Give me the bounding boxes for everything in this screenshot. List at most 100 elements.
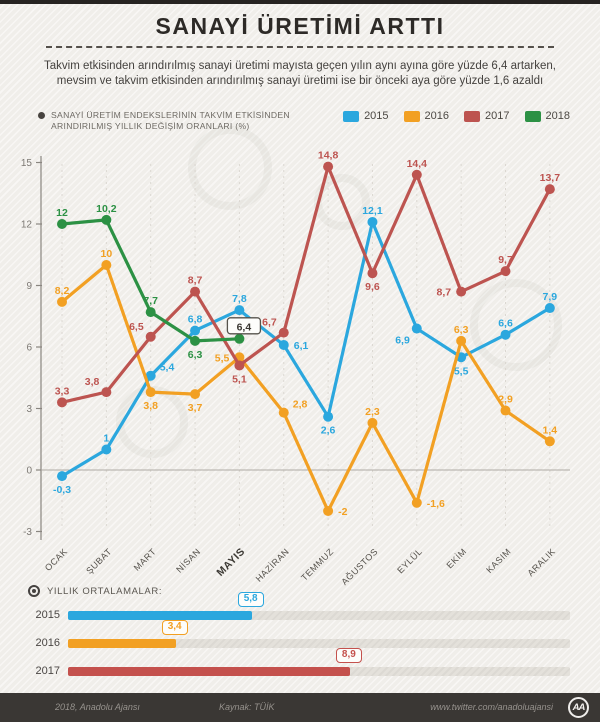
top-accent-bar <box>0 0 600 4</box>
data-point-2017-EYLÜL <box>411 169 422 180</box>
legend-item-2018: 2018 <box>524 110 570 122</box>
footer: 2018, Anadolu Ajansı Kaynak: TÜİK www.tw… <box>0 693 600 722</box>
target-bullet-icon <box>28 585 40 597</box>
data-point-2018-ŞUBAT <box>101 214 112 225</box>
data-point-2018-NİSAN <box>190 335 201 346</box>
month-label-TEMMUZ: TEMMUZ <box>299 546 335 582</box>
value-label-2015-KASIM: 6,6 <box>498 318 513 330</box>
data-point-2016-HAZİRAN <box>278 407 289 418</box>
bullet-icon <box>38 112 45 119</box>
data-point-2018-OCAK <box>57 219 67 229</box>
data-point-2017-NİSAN <box>190 286 201 297</box>
data-point-2015-MART <box>145 370 156 381</box>
data-point-2017-MART <box>145 331 156 342</box>
value-label-2015-OCAK: -0,3 <box>53 484 71 496</box>
data-point-2016-NİSAN <box>190 389 201 400</box>
month-label-EKİM: EKİM <box>445 546 469 570</box>
month-label-ŞUBAT: ŞUBAT <box>84 546 114 576</box>
value-label-2017-AĞUSTOS: 9,6 <box>365 281 380 293</box>
value-label-2017-MAYIS: 5,1 <box>232 373 247 385</box>
value-label-2015-ŞUBAT: 1 <box>103 433 109 445</box>
footer-credit: 2018, Anadolu Ajansı <box>55 702 140 712</box>
legend-item-2016: 2016 <box>403 110 449 122</box>
average-row-2017: 2017 8,9 <box>0 648 600 681</box>
month-label-AĞUSTOS: AĞUSTOS <box>339 546 380 587</box>
data-point-2015-NİSAN <box>190 325 201 336</box>
y-tick-label: 9 <box>26 281 32 292</box>
value-label-2016-KASIM: 2,9 <box>498 394 513 406</box>
average-bar-track <box>68 667 570 676</box>
data-point-2017-TEMMUZ <box>323 161 334 172</box>
line-chart: 15 12 9 6 3 0 -3 OCAK ŞUBAT MART NİSAN MAYIS HAZİRAN… <box>21 126 570 587</box>
value-label-2015-MART: 5,4 <box>160 362 175 374</box>
value-label-2018-OCAK: 12 <box>56 207 68 219</box>
highlight-value-box <box>226 317 262 335</box>
legend-swatch-icon <box>403 110 420 122</box>
data-point-2016-KASIM <box>500 405 511 416</box>
value-label-2016-MAYIS: 5,5 <box>215 352 230 364</box>
month-label-ARALIK: ARALIK <box>525 546 557 578</box>
data-point-2018-MART <box>145 307 156 318</box>
data-point-2017-MAYIS <box>234 360 245 371</box>
value-label-2017-KASIM: 9,7 <box>498 254 513 266</box>
data-point-2016-EYLÜL <box>411 497 422 508</box>
data-point-2016-TEMMUZ <box>323 506 334 516</box>
value-label-2016-HAZİRAN: 2,8 <box>293 399 308 411</box>
footer-source: Kaynak: TÜİK <box>219 702 275 712</box>
data-point-2016-OCAK <box>57 296 67 307</box>
data-point-2017-OCAK <box>57 397 67 408</box>
data-point-2015-EYLÜL <box>411 323 422 334</box>
data-point-2018-MAYIS <box>234 333 245 344</box>
data-point-2016-MART <box>145 387 156 398</box>
value-label-2018-NİSAN: 6,3 <box>188 349 203 361</box>
average-bar <box>68 667 350 676</box>
value-label-2015-HAZİRAN: 6,1 <box>294 340 309 352</box>
series-line-2017 <box>60 165 552 404</box>
data-point-2015-ŞUBAT <box>101 444 112 455</box>
data-point-2015-KASIM <box>500 329 511 340</box>
month-label-KASIM: KASIM <box>484 546 513 575</box>
data-point-2015-HAZİRAN <box>278 339 289 350</box>
watermark-ring <box>470 279 562 371</box>
value-label-2016-ŞUBAT: 10 <box>101 248 113 260</box>
value-label-2017-HAZİRAN: 6,7 <box>262 317 277 329</box>
dashed-divider <box>46 46 554 48</box>
y-tick-label: 15 <box>21 158 33 169</box>
value-label-2017-EKİM: 8,7 <box>437 287 452 299</box>
data-point-2015-MAYIS <box>234 305 245 316</box>
chart-note-line1: SANAYİ ÜRETİM ENDEKSLERİNİN TAKVİM ETKİS… <box>51 110 290 120</box>
series-line-2016 <box>60 263 552 513</box>
y-tick-label: -3 <box>23 527 32 538</box>
average-value-tag: 5,8 <box>237 592 264 607</box>
average-year-label: 2015 <box>35 609 60 621</box>
value-label-2016-AĞUSTOS: 2,3 <box>365 406 380 418</box>
value-label-2017-OCAK: 3,3 <box>55 385 70 397</box>
month-label-EYLÜL: EYLÜL <box>395 546 424 575</box>
average-bar <box>68 611 252 620</box>
legend-item-2015: 2015 <box>343 110 389 122</box>
value-label-2016-TEMMUZ: -2 <box>338 506 347 518</box>
footer-twitter-url: www.twitter.com/anadoluajansi <box>430 702 553 712</box>
month-label-MAYIS: MAYIS <box>214 546 247 579</box>
page-title: SANAYİ ÜRETİMİ ARTTI <box>155 13 445 39</box>
watermark-ring <box>188 126 272 210</box>
y-tick-label: 6 <box>26 343 32 354</box>
average-bar-track <box>68 611 570 620</box>
value-label-2015-MAYIS: 7,8 <box>232 293 247 305</box>
average-year-label: 2017 <box>35 665 60 677</box>
value-label-2015-EKİM: 5,5 <box>454 365 469 377</box>
data-point-2016-ŞUBAT <box>101 260 112 270</box>
highlight-value-label: 6,4 <box>237 321 252 333</box>
value-label-2017-ARALIK: 13,7 <box>540 172 561 184</box>
value-label-2015-TEMMUZ: 2,6 <box>321 425 336 437</box>
data-point-2015-ARALIK <box>544 303 555 314</box>
value-label-2018-ŞUBAT: 10,2 <box>96 203 117 215</box>
value-label-2017-MART: 6,5 <box>129 321 144 333</box>
data-point-2017-AĞUSTOS <box>367 268 378 279</box>
value-label-2016-EKİM: 6,3 <box>454 324 469 336</box>
month-label-OCAK: OCAK <box>43 546 70 573</box>
average-bar <box>68 639 176 648</box>
average-year-label: 2016 <box>35 637 60 649</box>
legend-label: 2018 <box>545 110 570 122</box>
